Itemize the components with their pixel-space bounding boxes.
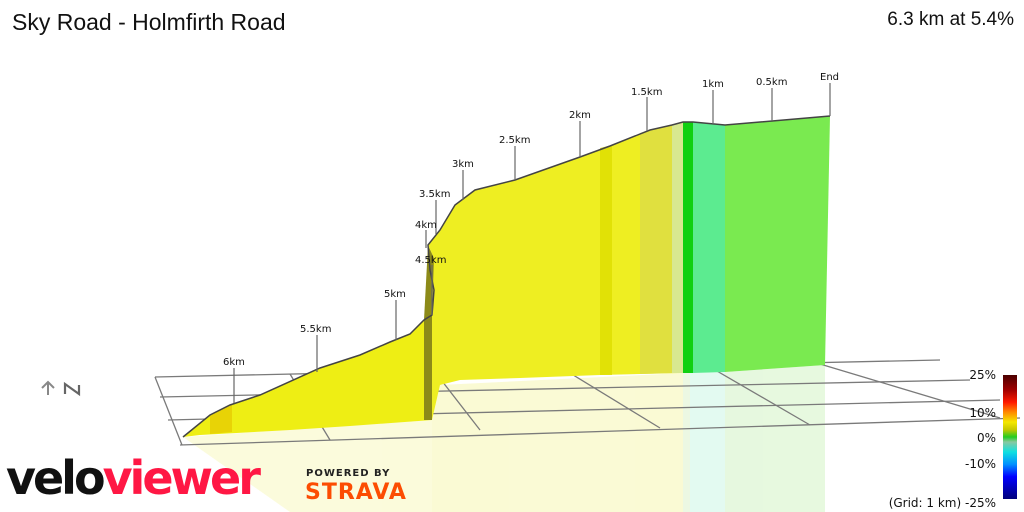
km-label-1-5: 1.5km (631, 87, 662, 98)
km-labels: 6km 5.5km 5km 4.5km 4km 3.5km 3km 2.5km … (223, 72, 839, 368)
legend-label-25: 25% (969, 368, 996, 382)
km-label-5: 5km (384, 289, 406, 300)
legend-label-0: 0% (976, 431, 996, 445)
profile-outline (182, 115, 831, 438)
km-label-2: 2km (569, 110, 591, 121)
km-label-end: End (820, 72, 839, 83)
logo-viewer: viewer (102, 451, 261, 505)
powered-by-label: POWERED BY (306, 468, 391, 479)
segment-title: Sky Road - Holmfirth Road (12, 9, 286, 35)
strava-logo[interactable]: STRAVA (305, 480, 407, 505)
km-markers (233, 83, 831, 403)
gradient-color-scale (1003, 375, 1017, 499)
north-compass-icon (41, 380, 81, 397)
legend-label-neg10: -10% (964, 457, 996, 471)
km-label-4-5: 4.5km (415, 255, 446, 266)
km-label-6: 6km (223, 357, 245, 368)
segment-summary: 6.3 km at 5.4% (887, 9, 1014, 30)
legend-label-10: 10% (969, 406, 996, 420)
km-label-2-5: 2.5km (499, 135, 530, 146)
km-label-1: 1km (702, 79, 724, 90)
legend-label-grid-neg25: (Grid: 1 km) -25% (888, 496, 996, 510)
km-label-3: 3km (452, 159, 474, 170)
km-label-5-5: 5.5km (300, 324, 331, 335)
veloviewer-logo[interactable]: veloviewer (6, 451, 261, 505)
km-label-3-5: 3.5km (419, 189, 450, 200)
km-label-0-5: 0.5km (756, 77, 787, 88)
profile-wall (183, 116, 830, 437)
km-label-4: 4km (415, 220, 437, 231)
logo-velo: velo (6, 451, 106, 505)
